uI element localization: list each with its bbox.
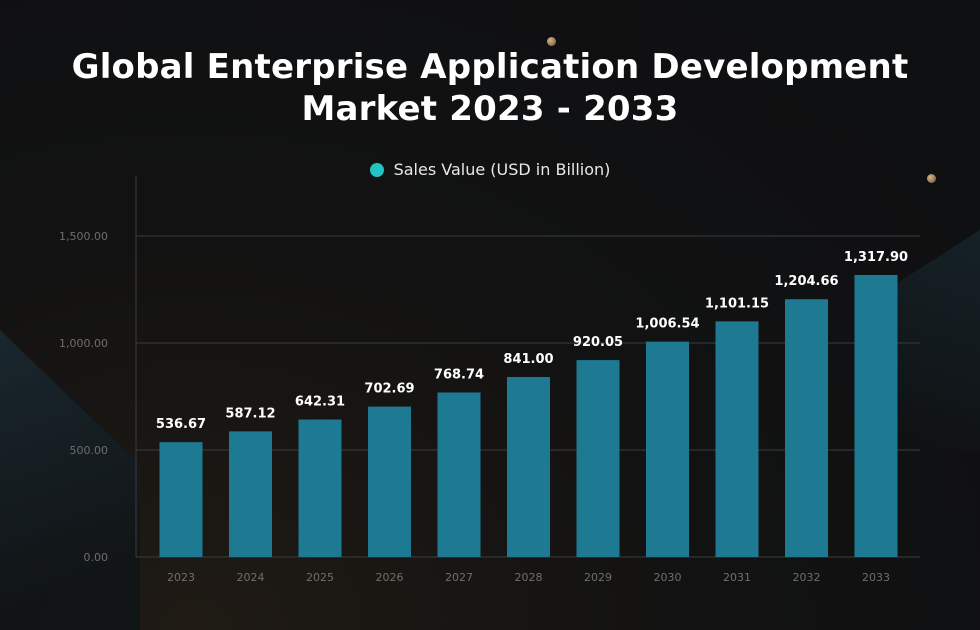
- bar: [507, 377, 550, 557]
- legend-swatch: [369, 162, 384, 177]
- y-tick-label: 1,500.00: [59, 230, 108, 243]
- bar: [854, 274, 898, 557]
- decorative-dot: [547, 37, 556, 46]
- x-tick-label: 2028: [515, 571, 543, 584]
- chart-title-line-1: Global Enterprise Application Developmen…: [71, 47, 909, 87]
- chart-title: Global Enterprise Application Developmen…: [0, 46, 980, 130]
- x-tick-label: 2030: [654, 571, 682, 584]
- y-tick-label: 500.00: [70, 444, 109, 457]
- bar: [298, 419, 342, 557]
- legend-label: Sales Value (USD in Billion): [393, 160, 611, 179]
- x-tick-label: 2023: [167, 571, 195, 584]
- bar: [785, 299, 828, 557]
- bar: [159, 442, 203, 557]
- data-label: 841.00: [503, 352, 553, 367]
- bar: [646, 341, 689, 557]
- x-tick-label: 2033: [862, 571, 890, 584]
- x-tick-label: 2027: [445, 571, 473, 584]
- x-tick-label: 2032: [793, 571, 821, 584]
- x-tick-label: 2024: [237, 571, 265, 584]
- data-label: 642.31: [295, 395, 345, 410]
- data-label: 536.67: [156, 417, 206, 432]
- bar: [229, 431, 272, 557]
- x-tick-label: 2025: [306, 571, 334, 584]
- chart-legend: Sales Value (USD in Billion): [0, 160, 980, 179]
- x-tick-label: 2029: [584, 571, 612, 584]
- y-tick-label: 1,000.00: [59, 337, 108, 350]
- chart-title-line-2: Market 2023 - 2033: [301, 89, 679, 129]
- data-label: 1,317.90: [844, 250, 908, 265]
- data-label: 1,204.66: [774, 274, 838, 289]
- data-label: 587.12: [225, 406, 275, 421]
- data-label: 702.69: [364, 382, 414, 397]
- data-label: 920.05: [573, 335, 623, 350]
- data-label: 1,101.15: [705, 296, 769, 311]
- x-tick-label: 2026: [376, 571, 404, 584]
- y-tick-label: 0.00: [84, 551, 109, 564]
- x-tick-label: 2031: [723, 571, 751, 584]
- bar: [437, 392, 481, 557]
- data-label: 768.74: [434, 367, 484, 382]
- bar: [715, 321, 759, 557]
- bar: [576, 360, 620, 557]
- decorative-dot: [927, 174, 936, 183]
- bar: [368, 406, 411, 557]
- data-label: 1,006.54: [635, 317, 699, 332]
